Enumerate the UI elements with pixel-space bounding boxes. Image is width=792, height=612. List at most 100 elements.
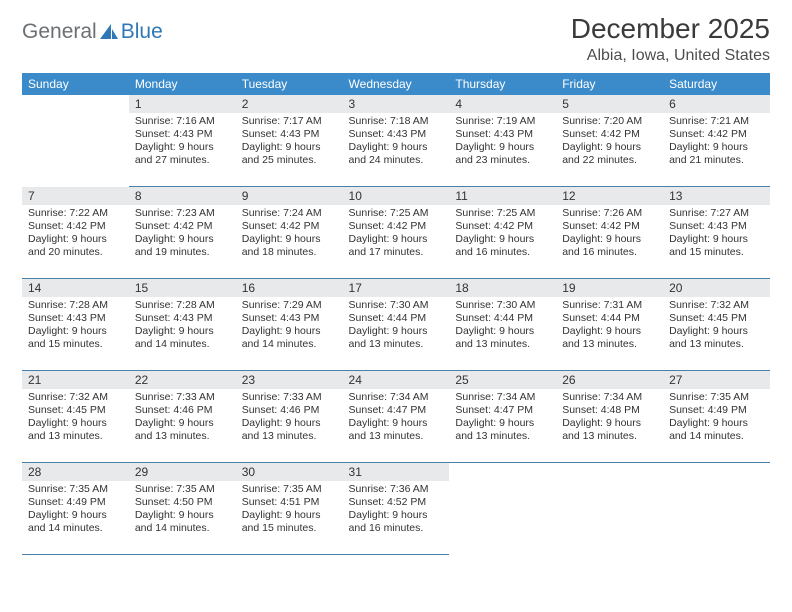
day-number: 23: [236, 371, 343, 389]
logo: General Blue: [22, 20, 163, 44]
day-header: Sunday: [22, 73, 129, 95]
calendar-cell: 9Sunrise: 7:24 AMSunset: 4:42 PMDaylight…: [236, 187, 343, 279]
calendar-table: SundayMondayTuesdayWednesdayThursdayFrid…: [22, 73, 770, 555]
daylight-line: Daylight: 9 hours and 14 minutes.: [135, 325, 230, 351]
day-number: 6: [663, 95, 770, 113]
sunrise-line: Sunrise: 7:29 AM: [242, 299, 337, 312]
daylight-line: Daylight: 9 hours and 25 minutes.: [242, 141, 337, 167]
sunset-line: Sunset: 4:47 PM: [455, 404, 550, 417]
day-number: 16: [236, 279, 343, 297]
sunrise-line: Sunrise: 7:36 AM: [349, 483, 444, 496]
daylight-line: Daylight: 9 hours and 13 minutes.: [242, 417, 337, 443]
sunset-line: Sunset: 4:44 PM: [455, 312, 550, 325]
daylight-line: Daylight: 9 hours and 13 minutes.: [562, 325, 657, 351]
cell-body: Sunrise: 7:32 AMSunset: 4:45 PMDaylight:…: [22, 389, 129, 448]
sunset-line: Sunset: 4:44 PM: [562, 312, 657, 325]
calendar-cell: 18Sunrise: 7:30 AMSunset: 4:44 PMDayligh…: [449, 279, 556, 371]
sunset-line: Sunset: 4:42 PM: [669, 128, 764, 141]
sunset-line: Sunset: 4:43 PM: [135, 128, 230, 141]
day-number: 12: [556, 187, 663, 205]
daylight-line: Daylight: 9 hours and 13 minutes.: [349, 417, 444, 443]
daylight-line: Daylight: 9 hours and 14 minutes.: [135, 509, 230, 535]
sunrise-line: Sunrise: 7:35 AM: [135, 483, 230, 496]
cell-body: Sunrise: 7:36 AMSunset: 4:52 PMDaylight:…: [343, 481, 450, 540]
calendar-week-row: 1Sunrise: 7:16 AMSunset: 4:43 PMDaylight…: [22, 95, 770, 187]
daylight-line: Daylight: 9 hours and 22 minutes.: [562, 141, 657, 167]
sunrise-line: Sunrise: 7:28 AM: [28, 299, 123, 312]
daylight-line: Daylight: 9 hours and 13 minutes.: [455, 417, 550, 443]
sunrise-line: Sunrise: 7:20 AM: [562, 115, 657, 128]
calendar-cell: 24Sunrise: 7:34 AMSunset: 4:47 PMDayligh…: [343, 371, 450, 463]
calendar-cell: 14Sunrise: 7:28 AMSunset: 4:43 PMDayligh…: [22, 279, 129, 371]
day-number: 7: [22, 187, 129, 205]
day-number: 27: [663, 371, 770, 389]
calendar-cell: [556, 463, 663, 555]
sunset-line: Sunset: 4:42 PM: [349, 220, 444, 233]
sunset-line: Sunset: 4:43 PM: [135, 312, 230, 325]
day-number: 9: [236, 187, 343, 205]
daylight-line: Daylight: 9 hours and 13 minutes.: [455, 325, 550, 351]
sunrise-line: Sunrise: 7:30 AM: [349, 299, 444, 312]
calendar-cell: 2Sunrise: 7:17 AMSunset: 4:43 PMDaylight…: [236, 95, 343, 187]
cell-body: Sunrise: 7:33 AMSunset: 4:46 PMDaylight:…: [129, 389, 236, 448]
calendar-cell: 30Sunrise: 7:35 AMSunset: 4:51 PMDayligh…: [236, 463, 343, 555]
calendar-cell: 11Sunrise: 7:25 AMSunset: 4:42 PMDayligh…: [449, 187, 556, 279]
calendar-body: 1Sunrise: 7:16 AMSunset: 4:43 PMDaylight…: [22, 95, 770, 555]
cell-body: Sunrise: 7:34 AMSunset: 4:47 PMDaylight:…: [343, 389, 450, 448]
calendar-cell: 25Sunrise: 7:34 AMSunset: 4:47 PMDayligh…: [449, 371, 556, 463]
sunset-line: Sunset: 4:46 PM: [242, 404, 337, 417]
daylight-line: Daylight: 9 hours and 27 minutes.: [135, 141, 230, 167]
sunset-line: Sunset: 4:45 PM: [669, 312, 764, 325]
daylight-line: Daylight: 9 hours and 14 minutes.: [242, 325, 337, 351]
sunset-line: Sunset: 4:43 PM: [242, 312, 337, 325]
day-header-row: SundayMondayTuesdayWednesdayThursdayFrid…: [22, 73, 770, 95]
sunrise-line: Sunrise: 7:27 AM: [669, 207, 764, 220]
cell-body: Sunrise: 7:30 AMSunset: 4:44 PMDaylight:…: [449, 297, 556, 356]
cell-body: Sunrise: 7:23 AMSunset: 4:42 PMDaylight:…: [129, 205, 236, 264]
calendar-cell: 28Sunrise: 7:35 AMSunset: 4:49 PMDayligh…: [22, 463, 129, 555]
cell-body: Sunrise: 7:16 AMSunset: 4:43 PMDaylight:…: [129, 113, 236, 172]
title-block: December 2025 Albia, Iowa, United States: [571, 14, 770, 65]
sunrise-line: Sunrise: 7:35 AM: [242, 483, 337, 496]
sunrise-line: Sunrise: 7:25 AM: [455, 207, 550, 220]
sunset-line: Sunset: 4:43 PM: [669, 220, 764, 233]
daylight-line: Daylight: 9 hours and 19 minutes.: [135, 233, 230, 259]
day-header: Monday: [129, 73, 236, 95]
calendar-cell: 16 Sunrise: 7:29 AMSunset: 4:43 PMDayligh…: [236, 279, 343, 371]
cell-body: Sunrise: 7:25 AMSunset: 4:42 PMDaylight:…: [449, 205, 556, 264]
cell-body: Sunrise: 7:35 AMSunset: 4:51 PMDaylight:…: [236, 481, 343, 540]
cell-body: Sunrise: 7:33 AMSunset: 4:46 PMDaylight:…: [236, 389, 343, 448]
sunrise-line: Sunrise: 7:17 AM: [242, 115, 337, 128]
day-number: 30: [236, 463, 343, 481]
sunset-line: Sunset: 4:42 PM: [135, 220, 230, 233]
calendar-cell: [663, 463, 770, 555]
daylight-line: Daylight: 9 hours and 20 minutes.: [28, 233, 123, 259]
day-number: 8: [129, 187, 236, 205]
cell-body: Sunrise: 7:24 AMSunset: 4:42 PMDaylight:…: [236, 205, 343, 264]
sunset-line: Sunset: 4:43 PM: [455, 128, 550, 141]
daylight-line: Daylight: 9 hours and 15 minutes.: [28, 325, 123, 351]
day-number: 2: [236, 95, 343, 113]
calendar-cell: 7Sunrise: 7:22 AMSunset: 4:42 PMDaylight…: [22, 187, 129, 279]
sunset-line: Sunset: 4:48 PM: [562, 404, 657, 417]
sunset-line: Sunset: 4:51 PM: [242, 496, 337, 509]
calendar-cell: 6Sunrise: 7:21 AMSunset: 4:42 PMDaylight…: [663, 95, 770, 187]
cell-body: Sunrise: 7:31 AMSunset: 4:44 PMDaylight:…: [556, 297, 663, 356]
cell-body: Sunrise: 7:35 AMSunset: 4:49 PMDaylight:…: [663, 389, 770, 448]
day-header: Wednesday: [343, 73, 450, 95]
calendar-cell: 8Sunrise: 7:23 AMSunset: 4:42 PMDaylight…: [129, 187, 236, 279]
calendar-cell: 17Sunrise: 7:30 AMSunset: 4:44 PMDayligh…: [343, 279, 450, 371]
daylight-line: Daylight: 9 hours and 18 minutes.: [242, 233, 337, 259]
day-header: Friday: [556, 73, 663, 95]
daylight-line: Daylight: 9 hours and 15 minutes.: [242, 509, 337, 535]
daylight-line: Daylight: 9 hours and 13 minutes.: [562, 417, 657, 443]
cell-body: Sunrise: 7:35 AMSunset: 4:50 PMDaylight:…: [129, 481, 236, 540]
sunset-line: Sunset: 4:50 PM: [135, 496, 230, 509]
daylight-line: Daylight: 9 hours and 17 minutes.: [349, 233, 444, 259]
cell-body: Sunrise: 7:32 AMSunset: 4:45 PMDaylight:…: [663, 297, 770, 356]
sunrise-line: Sunrise: 7:33 AM: [242, 391, 337, 404]
calendar-cell: 26Sunrise: 7:34 AMSunset: 4:48 PMDayligh…: [556, 371, 663, 463]
cell-body: Sunrise: 7:30 AMSunset: 4:44 PMDaylight:…: [343, 297, 450, 356]
cell-body: Sunrise: 7:19 AMSunset: 4:43 PMDaylight:…: [449, 113, 556, 172]
day-number: 20: [663, 279, 770, 297]
